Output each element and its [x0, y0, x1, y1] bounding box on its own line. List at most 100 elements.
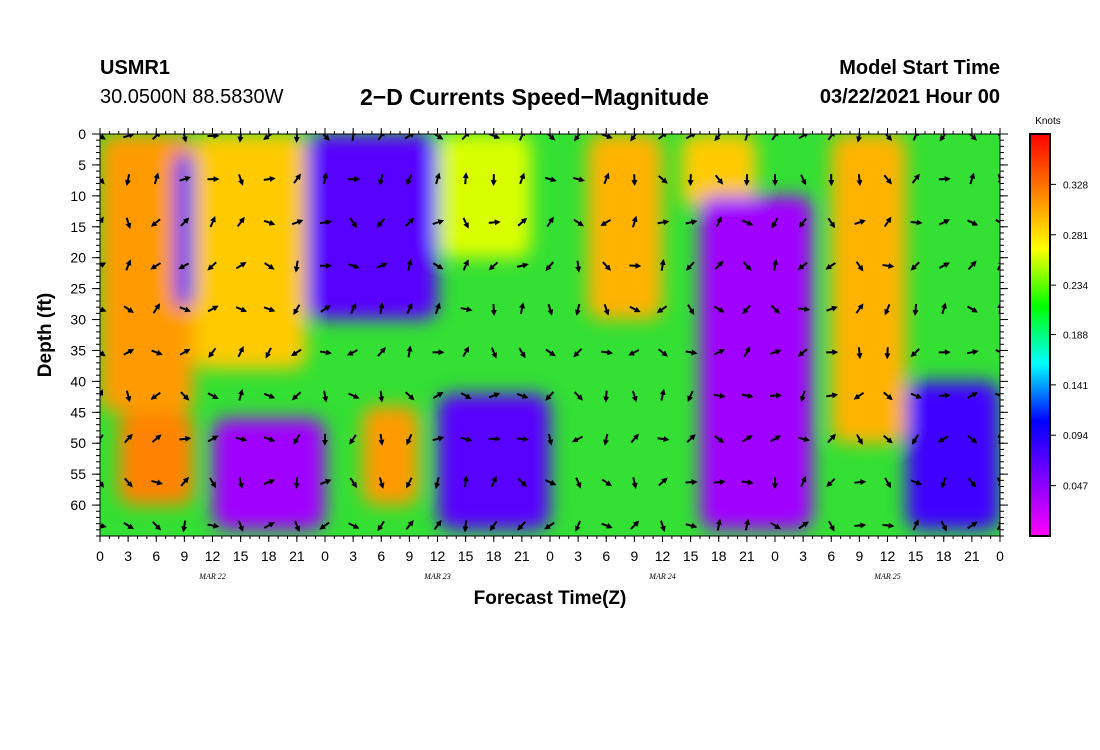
- x-tick-label: 15: [683, 548, 699, 564]
- current-arrow: [797, 261, 808, 271]
- current-arrow: [545, 348, 556, 357]
- current-arrow: [460, 436, 473, 443]
- y-tick-label: 20: [70, 250, 86, 266]
- current-arrow: [657, 436, 670, 443]
- current-arrow: [996, 477, 1000, 489]
- current-arrow: [826, 477, 836, 488]
- current-arrow: [714, 260, 724, 271]
- current-arrow: [293, 304, 301, 316]
- model-start-label: Model Start Time: [839, 57, 1000, 79]
- current-vectors: [100, 134, 1000, 533]
- current-arrow: [348, 392, 360, 399]
- current-arrow: [319, 479, 332, 485]
- current-arrow: [940, 520, 948, 532]
- current-arrow: [405, 391, 415, 401]
- current-arrow: [151, 349, 163, 356]
- current-arrow: [910, 219, 923, 226]
- current-arrow: [100, 480, 104, 488]
- current-arrow: [179, 348, 191, 356]
- current-arrow: [969, 172, 976, 185]
- current-arrow: [657, 348, 669, 357]
- speed-region-11: [700, 195, 813, 530]
- model-start-value: 03/22/2021 Hour 00: [819, 86, 1000, 108]
- current-arrow: [406, 302, 413, 315]
- current-arrow: [488, 134, 501, 140]
- current-arrow: [488, 261, 499, 271]
- current-arrow: [657, 219, 670, 226]
- x-tick-label: 6: [152, 548, 160, 564]
- current-arrow: [461, 134, 471, 141]
- current-arrow: [685, 479, 698, 486]
- current-arrow: [941, 302, 947, 315]
- x-tick-label: 0: [996, 548, 1004, 564]
- current-arrow: [263, 479, 276, 486]
- current-arrow: [179, 435, 192, 442]
- current-arrow: [884, 347, 891, 360]
- current-arrow: [263, 219, 276, 226]
- current-arrow: [100, 522, 107, 529]
- current-arrow: [100, 177, 105, 185]
- current-arrow: [209, 477, 217, 489]
- current-arrow: [996, 519, 1000, 531]
- current-arrow: [966, 219, 979, 226]
- current-arrow: [630, 134, 637, 142]
- current-arrow: [151, 134, 162, 141]
- current-arrow: [238, 388, 244, 401]
- x-tick-label: 21: [739, 548, 755, 564]
- current-arrow: [462, 259, 469, 271]
- current-arrow: [291, 391, 302, 401]
- current-arrow: [349, 217, 358, 229]
- current-arrow: [432, 435, 445, 442]
- current-arrow: [995, 348, 1000, 356]
- current-arrow: [995, 392, 1000, 399]
- current-arrow: [884, 477, 891, 489]
- current-arrow: [938, 219, 951, 226]
- current-arrow: [629, 305, 641, 313]
- current-arrow: [434, 477, 441, 489]
- current-arrow: [744, 134, 751, 141]
- current-arrow: [100, 389, 104, 399]
- current-arrow: [910, 392, 923, 399]
- current-arrow: [800, 475, 807, 488]
- y-tick-label: 5: [78, 157, 86, 173]
- current-arrow: [882, 522, 895, 529]
- current-arrow: [100, 134, 106, 140]
- current-arrow: [825, 262, 836, 270]
- x-tick-label: 21: [964, 548, 980, 564]
- current-arrow: [826, 305, 838, 312]
- current-arrow: [938, 262, 950, 269]
- current-arrow: [770, 435, 782, 443]
- x-tick-label: 18: [711, 548, 727, 564]
- speed-region-13: [906, 381, 1000, 530]
- current-arrow: [685, 349, 698, 356]
- current-arrow: [573, 218, 584, 227]
- current-arrow: [967, 305, 978, 313]
- current-arrow: [546, 216, 554, 228]
- current-arrow: [123, 305, 134, 313]
- current-arrow: [294, 520, 301, 532]
- current-arrow: [517, 521, 526, 531]
- x-tick-label: 0: [96, 548, 104, 564]
- current-arrow: [741, 479, 754, 486]
- current-arrow: [658, 175, 668, 184]
- current-arrow: [657, 134, 669, 140]
- current-arrow: [685, 219, 698, 226]
- current-arrow: [939, 134, 947, 142]
- current-arrow: [741, 392, 754, 399]
- colorbar-tick-label: 0.281: [1063, 231, 1088, 242]
- current-arrow: [264, 262, 275, 270]
- current-arrow: [124, 174, 131, 186]
- speed-region-2: [175, 152, 194, 308]
- current-arrow: [575, 477, 582, 489]
- current-arrow: [631, 390, 638, 403]
- current-arrow: [350, 134, 357, 141]
- current-arrow: [263, 522, 275, 529]
- current-arrow: [798, 436, 810, 443]
- current-arrow: [179, 306, 191, 313]
- current-arrow: [376, 262, 388, 269]
- current-arrow: [659, 520, 666, 533]
- current-arrow: [462, 217, 469, 229]
- current-arrow: [235, 436, 248, 443]
- current-arrow: [743, 346, 751, 358]
- speed-region-4: [212, 418, 325, 530]
